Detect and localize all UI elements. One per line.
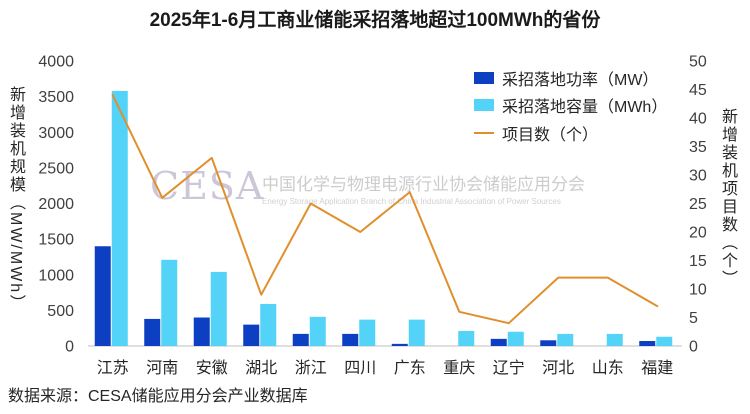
power-bar-1 — [94, 246, 111, 346]
right-axis-tick-label: 30 — [689, 168, 707, 185]
capacity-bar-7 — [408, 319, 425, 346]
power-bar-3 — [193, 317, 210, 346]
power-bar-6 — [342, 333, 359, 346]
category-label: 河南 — [146, 359, 178, 377]
right-axis-tick-label: 25 — [689, 196, 707, 213]
power-bar-9 — [490, 338, 507, 346]
chart-title: 2025年1-6月工商业储能采招落地超过100MWh的省份 — [149, 10, 601, 31]
right-axis-title: 新增装机项目数（个） — [719, 108, 736, 288]
category-label: 四川 — [344, 360, 376, 377]
power-bar-12 — [639, 341, 656, 346]
right-axis-tick-label: 45 — [689, 82, 707, 99]
right-axis-tick-label: 50 — [689, 54, 707, 71]
legend-item-capacity: 采招落地容量（MWh） — [474, 95, 668, 116]
lines — [111, 94, 659, 325]
legend-label-project-count: 项目数（个） — [502, 127, 599, 144]
legend-swatch-project-count — [474, 132, 494, 134]
category-label: 辽宁 — [493, 359, 525, 377]
left-axis-tick-label: 2000 — [38, 196, 74, 213]
capacity-bar-1 — [111, 90, 128, 346]
legend-label-power: 采招落地功率（MW） — [502, 72, 659, 89]
category-label: 浙江 — [295, 359, 327, 377]
right-axis-tick-label: 0 — [689, 339, 698, 356]
category-label: 福建 — [641, 359, 673, 377]
category-label: 河北 — [542, 359, 574, 377]
left-axis-tick-label: 1500 — [38, 232, 74, 249]
category-label: 湖北 — [245, 359, 277, 377]
left-axis-tick-label: 2500 — [38, 160, 74, 177]
power-bar-7 — [391, 343, 408, 346]
legend-item-project-count: 项目数（个） — [474, 123, 599, 144]
capacity-bar-4 — [260, 303, 277, 346]
left-axis-tick-label: 1000 — [38, 267, 74, 284]
watermark-logo: CESA — [150, 164, 265, 208]
category-label: 江苏 — [97, 359, 129, 377]
capacity-bar-6 — [359, 319, 376, 346]
left-axis-title: 新增装机规模（MW/MWh） — [7, 86, 24, 313]
watermark-org-en: Energy Storage Application Branch of Chi… — [262, 197, 561, 206]
left-axis-tick-label: 0 — [65, 339, 74, 356]
capacity-bar-10 — [557, 333, 574, 346]
right-axis-tick-label: 10 — [689, 282, 707, 299]
capacity-bar-9 — [507, 331, 524, 346]
capacity-bar-5 — [309, 316, 326, 346]
capacity-bar-2 — [161, 259, 178, 346]
legend-swatch-power — [474, 72, 494, 84]
right-axis-tick-label: 5 — [689, 310, 698, 327]
power-bar-4 — [243, 324, 260, 346]
capacity-bar-series — [111, 90, 673, 346]
data-source-note: 数据来源：CESA储能应用分会产业数据库 — [8, 388, 308, 405]
right-axis-tick-label: 15 — [689, 253, 707, 270]
capacity-bar-3 — [210, 271, 227, 346]
left-axis-tick-label: 3000 — [38, 125, 74, 142]
legend-swatch-capacity — [474, 99, 494, 111]
watermark-org-cn: 中国化学与物理电源行业协会储能应用分会 — [262, 175, 585, 194]
project-count-line — [111, 94, 659, 325]
left-axis-tick-label: 3500 — [38, 89, 74, 106]
power-bar-series — [94, 246, 656, 346]
axes: 0 500 1000 1500 2000 2500 3000 3500 4000 0 5 10 15 20… — [38, 54, 706, 378]
capacity-bar-11 — [606, 333, 623, 346]
right-axis-tick-label: 20 — [689, 225, 707, 242]
power-bar-5 — [292, 333, 309, 346]
right-axis-tick-label: 35 — [689, 139, 707, 156]
category-label: 安徽 — [196, 359, 228, 377]
category-label: 山东 — [592, 359, 624, 377]
right-axis-tick-label: 40 — [689, 111, 707, 128]
bars — [94, 90, 673, 346]
legend-label-capacity: 采招落地容量（MWh） — [502, 99, 668, 116]
legend-item-power: 采招落地功率（MW） — [474, 68, 659, 89]
left-axis-tick-label: 4000 — [38, 54, 74, 71]
power-bar-2 — [144, 318, 161, 346]
capacity-bar-8 — [458, 331, 475, 346]
power-bar-10 — [540, 340, 557, 346]
category-label: 广东 — [394, 359, 426, 377]
capacity-bar-12 — [656, 336, 673, 346]
category-label: 重庆 — [443, 359, 475, 377]
left-axis-tick-label: 500 — [47, 303, 74, 320]
